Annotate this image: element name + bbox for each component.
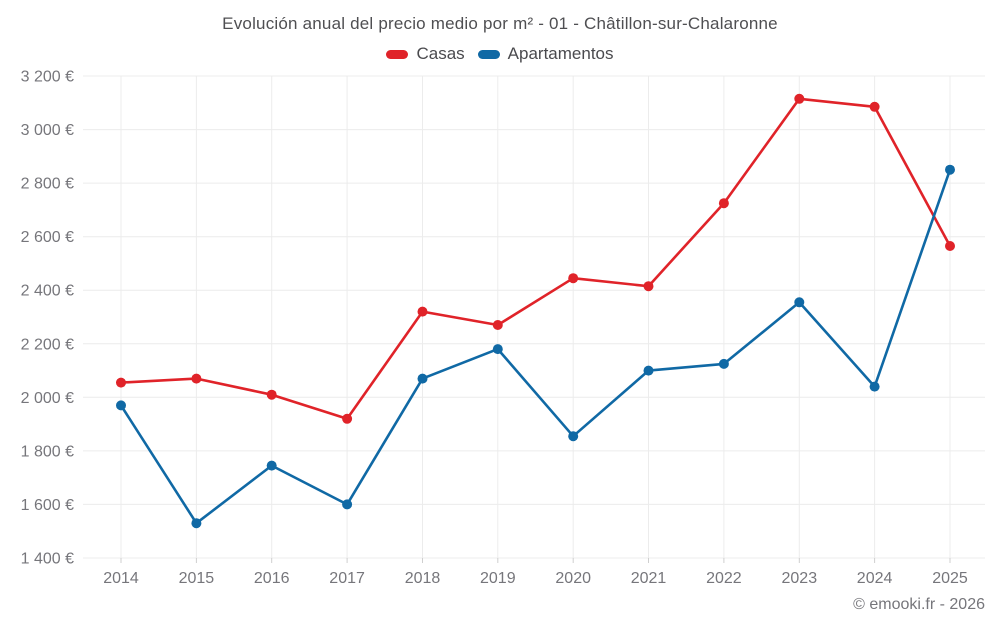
data-point-casas-2019[interactable] <box>492 320 503 330</box>
data-point-apartamentos-2024[interactable] <box>869 381 880 392</box>
x-axis-label: 2021 <box>631 570 667 587</box>
y-axis-label: 2 000 € <box>21 390 74 407</box>
x-axis-label: 2015 <box>179 570 215 587</box>
data-point-casas-2022[interactable] <box>718 198 729 209</box>
x-axis-label: 2019 <box>480 570 516 587</box>
data-point-apartamentos-2025[interactable] <box>945 164 955 175</box>
data-point-casas-2020[interactable] <box>568 273 579 284</box>
y-axis-label: 2 600 € <box>21 229 74 246</box>
x-axis-label: 2023 <box>782 570 818 587</box>
data-point-casas-2017[interactable] <box>342 413 353 424</box>
y-axis-label: 2 200 € <box>21 336 74 353</box>
data-point-apartamentos-2016[interactable] <box>266 460 277 471</box>
x-axis-label: 2014 <box>103 570 139 587</box>
data-point-apartamentos-2015[interactable] <box>191 518 202 529</box>
x-axis-label: 2025 <box>932 570 968 587</box>
copyright-text: © emooki.fr - 2026 <box>853 596 985 613</box>
y-axis-label: 2 800 € <box>21 176 74 193</box>
legend-label-apartamentos: Apartamentos <box>507 44 614 63</box>
x-axis-label: 2024 <box>857 570 893 587</box>
data-point-apartamentos-2019[interactable] <box>492 344 503 355</box>
data-point-apartamentos-2020[interactable] <box>568 431 579 442</box>
y-axis-label: 2 400 € <box>21 283 74 300</box>
data-point-apartamentos-2018[interactable] <box>417 373 428 384</box>
x-axis-label: 2016 <box>254 570 290 587</box>
y-axis-label: 1 800 € <box>21 443 74 460</box>
legend: Casas Apartamentos <box>0 44 1000 64</box>
y-axis-label: 3 000 € <box>21 122 74 139</box>
data-point-casas-2018[interactable] <box>417 306 428 317</box>
y-axis-label: 1 400 € <box>21 551 74 568</box>
chart-title: Evolución anual del precio medio por m² … <box>222 14 778 33</box>
data-point-casas-2014[interactable] <box>116 377 126 388</box>
casas-series-swatch-icon <box>386 49 409 59</box>
legend-item-apartamentos[interactable]: Apartamentos <box>477 44 614 64</box>
data-point-apartamentos-2021[interactable] <box>643 365 654 376</box>
y-axis-label: 3 200 € <box>21 69 74 86</box>
x-axis-label: 2022 <box>706 570 742 587</box>
data-point-casas-2015[interactable] <box>191 373 202 384</box>
x-axis-label: 2018 <box>405 570 441 587</box>
data-point-casas-2025[interactable] <box>945 241 955 251</box>
data-point-casas-2021[interactable] <box>643 281 654 292</box>
x-axis-label: 2017 <box>329 570 365 587</box>
legend-label-casas: Casas <box>416 44 465 63</box>
data-point-apartamentos-2022[interactable] <box>718 358 729 369</box>
apartamentos-series-swatch-icon <box>477 49 500 59</box>
y-axis-label: 1 600 € <box>21 497 74 514</box>
data-point-apartamentos-2017[interactable] <box>342 499 353 510</box>
data-point-casas-2023[interactable] <box>794 93 805 104</box>
data-point-apartamentos-2023[interactable] <box>794 297 805 308</box>
data-point-apartamentos-2014[interactable] <box>116 400 126 411</box>
legend-item-casas[interactable]: Casas <box>386 44 465 64</box>
x-axis-label: 2020 <box>555 570 591 587</box>
data-point-casas-2024[interactable] <box>869 101 880 112</box>
data-point-casas-2016[interactable] <box>266 389 277 400</box>
series-line-apartamentos <box>119 168 952 525</box>
series-line-casas <box>119 97 952 421</box>
